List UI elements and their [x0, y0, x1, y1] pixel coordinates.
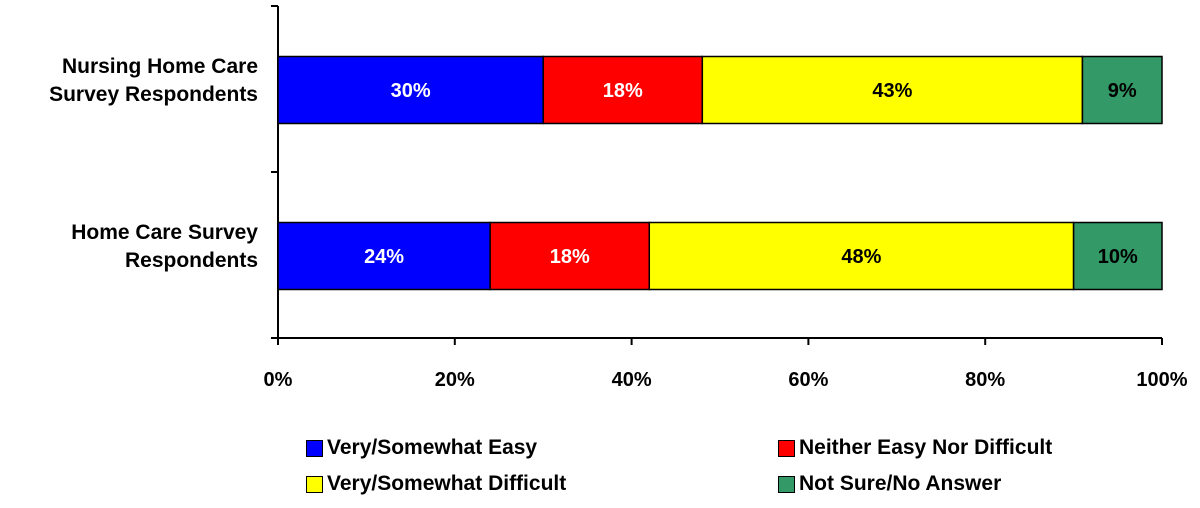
bar-segment	[542, 55, 704, 125]
legend: Very/Somewhat Easy Neither Easy Nor Diff…	[306, 436, 1186, 504]
category-label: Home Care Survey Respondents	[71, 221, 258, 272]
legend-label: Very/Somewhat Difficult	[327, 472, 567, 495]
bar-segment	[1072, 221, 1163, 291]
legend-label: Not Sure/No Answer	[799, 472, 1002, 495]
legend-label: Very/Somewhat Easy	[327, 436, 538, 459]
x-tick-label: 60%	[788, 369, 828, 391]
bar-segment	[489, 221, 651, 291]
legend-item-very-somewhat-easy: Very/Somewhat Easy	[306, 436, 537, 460]
data-label: 30%	[391, 80, 431, 102]
data-label: 24%	[364, 246, 404, 268]
x-tick-label: 20%	[435, 369, 475, 391]
category-label: Nursing Home Care Survey Respondents	[49, 55, 258, 106]
legend-swatch	[306, 439, 323, 457]
bars: 30% 18% 43% 9% 24% 18% 48% 10%	[277, 55, 1163, 291]
x-tick-label: 100%	[1136, 369, 1187, 391]
legend-swatch	[778, 475, 795, 493]
legend-item-not-sure-no-answer: Not Sure/No Answer	[778, 472, 1001, 496]
legend-swatch	[306, 475, 323, 493]
data-label: 9%	[1108, 80, 1137, 102]
x-tick-label: 40%	[612, 369, 652, 391]
legend-label: Neither Easy Nor Difficult	[799, 436, 1053, 459]
data-label: 43%	[872, 80, 912, 102]
legend-swatch	[778, 439, 795, 457]
data-label: 18%	[603, 80, 643, 102]
y-axis: Nursing Home Care Survey Respondents Home …	[49, 5, 279, 339]
bar-segment	[277, 55, 544, 125]
bar-segment	[1081, 55, 1163, 125]
legend-item-very-somewhat-difficult: Very/Somewhat Difficult	[306, 472, 566, 496]
bar-segment	[701, 55, 1084, 125]
x-tick-label: 80%	[965, 369, 1005, 391]
x-tick-label: 0%	[264, 369, 293, 391]
data-label: 10%	[1098, 246, 1138, 268]
bar-segment	[277, 221, 491, 291]
x-axis: 0% 20% 40% 60% 80% 100%	[264, 337, 1188, 391]
data-label: 18%	[550, 246, 590, 268]
data-label: 48%	[841, 246, 881, 268]
legend-item-neither-easy-nor-difficult: Neither Easy Nor Difficult	[778, 436, 1052, 460]
